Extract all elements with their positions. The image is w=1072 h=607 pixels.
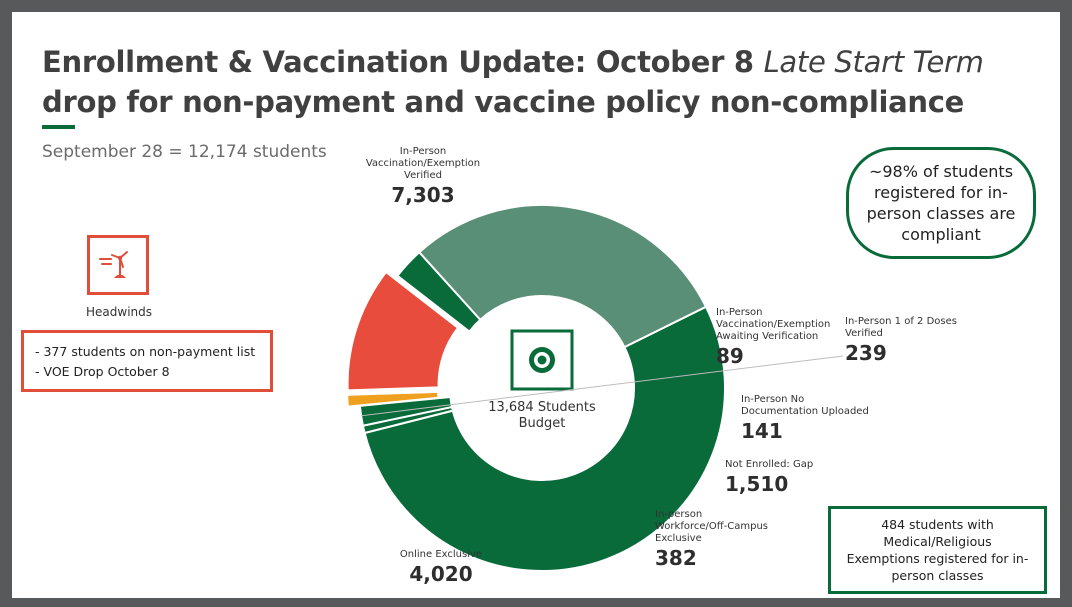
donut-slice (346, 270, 460, 392)
slice-label: Verified (404, 170, 442, 181)
slice-value: 382 (655, 546, 697, 570)
slice-value: 141 (741, 419, 783, 443)
headwinds-item: - VOE Drop October 8 (35, 364, 170, 379)
subtitle: September 28 = 12,174 students (42, 142, 327, 162)
donut-chart: 13,684 StudentsBudgetIn-PersonVaccinatio… (346, 146, 957, 586)
slice-label: In-Person No (741, 394, 804, 405)
headwinds-label: Headwinds (86, 305, 152, 319)
slice-label: Exclusive (655, 533, 702, 544)
donut-slice (346, 390, 440, 408)
donut-slice (363, 305, 726, 572)
slice-label: In-Person (716, 307, 763, 318)
title-line2: drop for non-payment and vaccine policy … (42, 85, 964, 119)
exemptions-callout: 484 students with Medical/Religious Exem… (828, 506, 1047, 594)
slice-label: Vaccination/Exemption (716, 319, 830, 330)
slice-label: Not Enrolled: Gap (725, 459, 813, 470)
slice-label: In-person (655, 509, 702, 520)
leader-line (361, 355, 844, 417)
slice-label: In-Person 1 of 2 Doses (845, 316, 957, 327)
slice-value: 4,020 (409, 562, 472, 586)
title-italic: Late Start Term (763, 45, 984, 79)
slice-value: 239 (845, 341, 887, 365)
slice-label: Workforce/Off-Campus (655, 521, 768, 532)
slice-value: 7,303 (391, 183, 454, 207)
donut-center-label: Budget (519, 416, 566, 431)
slice-label: Documentation Uploaded (741, 406, 869, 417)
slice-label: In-Person (400, 146, 447, 157)
headwinds-box: - 377 students on non-payment list - VOE… (21, 330, 273, 392)
slide: Enrollment & Vaccination Update: October… (12, 12, 1060, 598)
target-icon (510, 329, 574, 391)
slide-title: Enrollment & Vaccination Update: October… (42, 42, 984, 122)
wind-turbine-icon (87, 235, 149, 295)
slice-value: 1,510 (725, 472, 788, 496)
headwinds-item: - 377 students on non-payment list (35, 344, 256, 359)
slice-label: Online Exclusive (400, 549, 482, 560)
slice-label: Vaccination/Exemption (366, 158, 480, 169)
title-line1: Enrollment & Vaccination Update: October… (42, 45, 984, 79)
donut-slice (417, 204, 708, 349)
slice-label: Awaiting Verification (716, 331, 818, 342)
compliance-callout: ~98% of students registered for in-perso… (846, 147, 1036, 259)
donut-center-label: 13,684 Students (488, 400, 596, 415)
slice-label: Verified (845, 328, 883, 339)
slice-value: 89 (716, 344, 744, 368)
title-underline (42, 125, 75, 129)
